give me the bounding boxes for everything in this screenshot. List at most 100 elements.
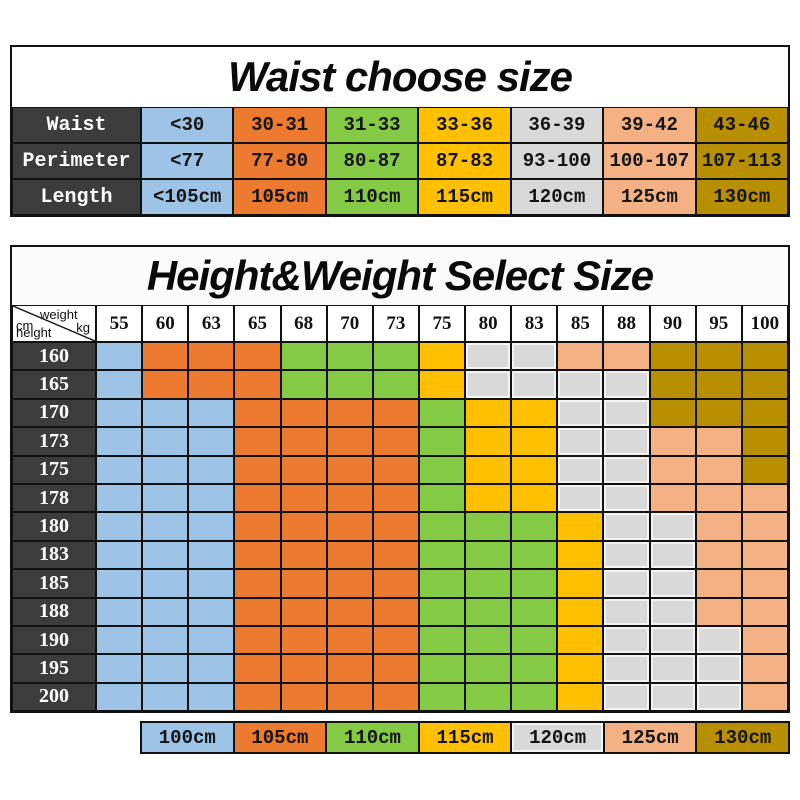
waist-row-label: Perimeter [12,143,141,179]
waist-cell: 36-39 [510,107,604,143]
waist-cell: 110cm [325,179,419,215]
size-cell [465,427,512,456]
size-cell [557,427,604,456]
size-cell [511,654,558,683]
size-cell [326,398,373,428]
size-cell [511,512,558,541]
weight-header-cell: 80 [465,305,512,342]
height-row-label: 188 [12,597,96,626]
size-cell [418,427,466,456]
size-cell [649,455,696,484]
size-cell [695,512,742,541]
height-weight-table: Height&Weight Select Size weight kg cm h… [10,245,790,714]
size-cell [511,455,558,484]
size-cell [372,682,419,712]
size-cell [695,625,742,655]
size-cell [557,483,604,513]
weight-header-cell: 60 [142,305,189,342]
size-matrix: 160 165 170 173 175 178 180 183 185 188 190 195 200 [12,342,788,712]
height-row-label: 183 [12,540,96,570]
size-cell [280,455,327,484]
size-cell [96,342,143,371]
size-cell [234,512,281,541]
size-cell [557,398,604,428]
size-cell [465,540,512,570]
size-cell [649,682,696,712]
size-cell [234,398,281,428]
legend-item: 110cm [326,722,419,753]
size-cell [557,370,604,399]
size-cell [741,569,788,598]
weight-header-cell: 90 [649,305,696,342]
size-cell [280,597,327,626]
size-cell [326,569,373,598]
corner-weight-label: weight [40,307,78,322]
weight-header-cell: 88 [603,305,650,342]
size-cell [142,540,189,570]
height-row-label: 170 [12,398,96,428]
size-cell [465,512,512,541]
waist-cell: 43-46 [695,107,788,143]
size-cell [418,540,466,570]
size-cell [234,540,281,570]
size-cell [418,398,466,428]
size-cell [511,540,558,570]
size-cell [372,540,419,570]
size-cell [418,342,466,371]
size-cell [418,597,466,626]
size-cell [372,597,419,626]
waist-cell: 93-100 [510,143,604,179]
size-cell [511,427,558,456]
size-cell [603,512,650,541]
size-cell [326,455,373,484]
waist-cell: 77-80 [233,143,326,179]
height-row-label: 180 [12,512,96,541]
size-cell [234,682,281,712]
size-cell [188,654,235,683]
size-cell [741,682,788,712]
size-cell [741,342,788,371]
corner-diagonal-line [13,306,95,341]
waist-cell: 125cm [603,179,696,215]
size-cell [649,569,696,598]
size-cell [280,569,327,598]
size-cell [557,625,604,655]
size-cell [372,455,419,484]
size-cell [557,512,604,541]
legend-item: 115cm [418,722,512,753]
size-cell [649,342,696,371]
size-cell [188,427,235,456]
size-cell [741,597,788,626]
waist-cell: 115cm [418,179,511,215]
waist-table-title: Waist choose size [227,53,573,100]
size-cell [142,455,189,484]
size-cell [326,342,373,371]
size-cell [142,370,189,399]
size-cell [372,512,419,541]
size-cell [234,625,281,655]
size-cell [326,540,373,570]
size-cell [326,483,373,513]
size-cell [603,540,650,570]
size-cell [372,483,419,513]
size-cell [372,370,419,399]
waist-cell: 100-107 [603,143,696,179]
size-cell [603,342,650,371]
size-cell [695,597,742,626]
size-cell [280,483,327,513]
size-cell [326,625,373,655]
size-cell [234,569,281,598]
size-cell [418,654,466,683]
size-cell [188,398,235,428]
size-cell [96,540,143,570]
size-cell [741,512,788,541]
size-cell [649,540,696,570]
size-cell [511,370,558,399]
waist-row-label: Length [12,179,141,215]
size-cell [142,342,189,371]
corner-height-label: height [16,325,52,340]
size-cell [234,483,281,513]
waist-cell: 33-36 [418,107,511,143]
size-cell [96,682,143,712]
size-cell [603,370,650,399]
